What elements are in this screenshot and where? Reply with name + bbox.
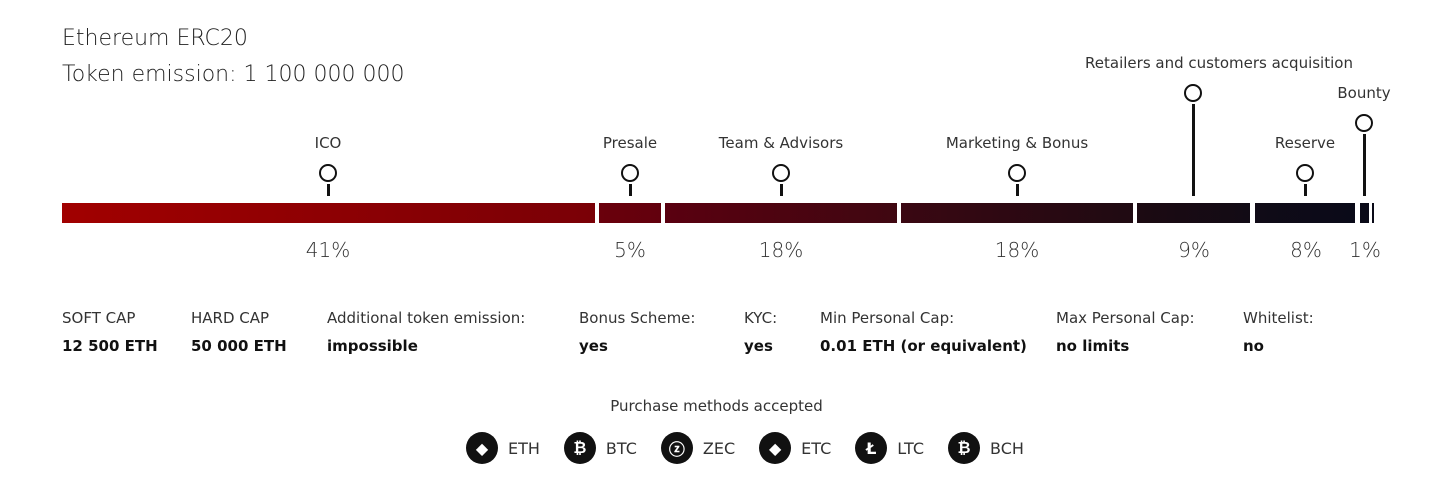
segment-percent-ico: 41% [305,238,351,262]
zcash-icon: ⓩ [660,432,693,464]
bitcoin-icon: ₿ [563,432,596,464]
segment-bounty [1360,203,1369,223]
pin-line-bounty [1363,134,1366,196]
info-kyc: KYC: yes [744,309,777,355]
ethereum-classic-icon: ◆ [759,432,792,464]
method-label: LTC [897,438,924,458]
segment-retailers [1137,203,1250,223]
token-title: Ethereum ERC20 [62,26,248,51]
method-label: ETC [801,438,832,458]
segment-label-marketing: Marketing & Bonus [945,134,1089,152]
info-value: no [1243,337,1264,355]
method-etc: ◆ ETC [759,432,831,464]
pin-head-marketing [1008,164,1026,182]
method-eth: ◆ ETH [466,432,540,464]
info-additional-emission: Additional token emission: impossible [327,309,525,355]
info-value: yes [579,337,608,355]
method-label: ETH [508,438,540,458]
info-label: KYC: [744,309,778,327]
pin-line-retailers [1192,104,1195,196]
info-label: Bonus Scheme: [579,309,696,327]
segment-presale [599,203,661,223]
segment-label-reserve: Reserve [1274,134,1336,152]
info-whitelist: Whitelist: no [1243,309,1314,355]
info-value: 0.01 ETH (or equivalent) [820,337,1027,355]
pin-head-retailers [1184,84,1202,102]
segment-percent-marketing: 18% [994,238,1040,262]
info-value: 50 000 ETH [191,337,287,355]
pin-head-team [772,164,790,182]
info-value: 12 500 ETH [62,337,158,355]
info-label: Whitelist: [1243,309,1314,327]
segment-label-presale: Presale [602,134,658,152]
info-soft-cap: SOFT CAP 12 500 ETH [62,309,158,355]
litecoin-icon: Ł [855,432,888,464]
pin-head-presale [621,164,639,182]
pin-head-ico [319,164,337,182]
method-label: ZEC [702,438,736,458]
segment-percent-reserve: 8% [1290,238,1322,262]
info-label: Max Personal Cap: [1056,309,1195,327]
pin-line-presale [629,184,632,196]
token-emission: Token emission: 1 100 000 000 [62,62,405,87]
info-value: no limits [1056,337,1130,355]
segment-percent-retailers: 9% [1178,238,1210,262]
info-label: Min Personal Cap: [820,309,955,327]
method-ltc: Ł LTC [855,432,924,464]
segment-percent-team: 18% [758,238,804,262]
pin-line-reserve [1304,184,1307,196]
ethereum-icon: ◆ [466,432,498,464]
method-btc: ₿ BTC [563,432,637,464]
purchase-methods-title: Purchase methods accepted [610,397,823,415]
segment-label-ico: ICO [314,134,342,152]
segment-marketing-bonus [901,203,1133,223]
pin-head-bounty [1355,114,1373,132]
pin-line-ico [327,184,330,196]
pin-line-team [780,184,783,196]
distribution-bar: ICO Presale Team & Advisors Marketing & … [62,54,1391,262]
method-zec: ⓩ ZEC [660,432,736,464]
info-label: Additional token emission: [327,309,526,327]
pin-head-reserve [1296,164,1314,182]
info-label: SOFT CAP [62,309,136,327]
segment-ico [62,203,595,223]
info-hard-cap: HARD CAP 50 000 ETH [191,309,287,355]
purchase-methods-list: ◆ ETH ₿ BTC ⓩ ZEC ◆ ETC Ł LTC ₿ BCH [466,432,1048,464]
method-label: BTC [605,438,637,458]
segment-reserve [1255,203,1355,223]
info-bonus-scheme: Bonus Scheme: yes [579,309,695,355]
method-bch: ₿ BCH [948,432,1024,464]
info-value: impossible [327,337,418,355]
pin-line-marketing [1016,184,1019,196]
method-label: BCH [990,438,1024,458]
segment-percent-bounty: 1% [1349,238,1381,262]
segment-percent-presale: 5% [614,238,646,262]
bitcoin-cash-icon: ₿ [948,432,980,464]
info-max-personal-cap: Max Personal Cap: no limits [1056,309,1195,355]
info-label: HARD CAP [191,309,270,327]
info-min-personal-cap: Min Personal Cap: 0.01 ETH (or equivalen… [820,309,1027,355]
segment-label-retailers: Retailers and customers acquisition [1085,54,1353,72]
segment-label-team: Team & Advisors [718,134,844,152]
segment-end-marker [1372,203,1374,223]
segment-team-advisors [665,203,897,223]
segment-label-bounty: Bounty [1337,84,1391,102]
info-value: yes [744,337,773,355]
